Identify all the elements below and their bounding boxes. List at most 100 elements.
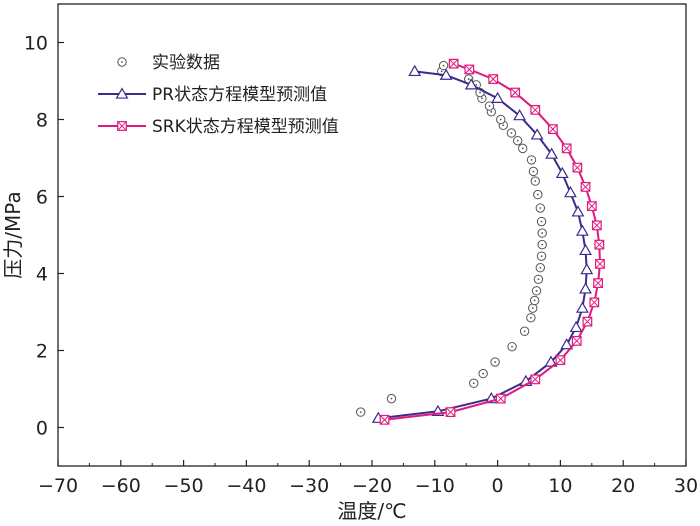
data-point <box>530 374 541 385</box>
x-tick-label: 0 <box>492 475 504 497</box>
data-point <box>533 274 544 284</box>
data-point <box>593 278 603 289</box>
data-point-cross <box>530 374 540 385</box>
data-point-dot <box>475 83 478 86</box>
x-tick-label: −30 <box>289 475 329 497</box>
data-point-dot <box>540 220 543 223</box>
data-point-dot <box>531 307 534 310</box>
data-point <box>478 368 488 379</box>
data-point <box>528 303 538 313</box>
data-point-dot <box>516 139 519 142</box>
data-point <box>526 313 536 323</box>
data-point-dot <box>535 289 538 292</box>
series-1 <box>355 60 547 417</box>
data-point-cross <box>117 121 127 131</box>
data-point-dot <box>510 132 513 134</box>
data-point-dot <box>523 330 526 333</box>
series-layer <box>355 58 605 425</box>
data-point <box>408 64 422 77</box>
data-point <box>488 74 499 84</box>
legend-label: 实验数据 <box>152 53 220 73</box>
x-tick-label: 20 <box>611 475 635 497</box>
data-point <box>586 201 597 212</box>
data-point-dot <box>521 147 524 150</box>
y-tick-label: 8 <box>36 110 48 132</box>
data-point-dot <box>499 118 502 121</box>
data-point <box>530 128 544 140</box>
series-line <box>384 62 602 421</box>
data-point-cross <box>548 124 558 134</box>
data-point <box>529 295 540 306</box>
data-point <box>560 338 574 350</box>
data-point-cross <box>592 220 602 231</box>
data-point <box>448 58 459 69</box>
series-3 <box>379 58 605 425</box>
data-point-dot <box>539 207 542 209</box>
data-point <box>537 228 547 238</box>
data-point <box>506 128 517 138</box>
data-point-dot <box>467 78 470 80</box>
data-point <box>530 104 541 115</box>
data-point-dot <box>494 361 496 363</box>
data-point <box>579 282 592 294</box>
data-point-dot <box>359 411 362 413</box>
legend-item: 实验数据 <box>117 53 220 73</box>
data-point <box>495 393 506 404</box>
data-point-cross <box>572 162 583 173</box>
data-point <box>571 205 585 217</box>
axes: −70 −60 −50 −40 −30 −20 −10 0 10 20 30 0 2 4 6 8 10 <box>24 3 698 497</box>
legend-item: PR状态方程模型预测值 <box>98 85 327 105</box>
data-point-dot <box>121 61 123 63</box>
data-point-dot <box>541 232 544 234</box>
data-point <box>569 320 583 333</box>
data-point-cross <box>445 407 456 417</box>
data-point <box>386 393 397 404</box>
data-point-dot <box>530 159 533 161</box>
data-point-cross <box>448 59 459 69</box>
series-line <box>378 70 588 420</box>
data-point <box>533 189 543 200</box>
data-point-cross <box>593 278 603 288</box>
data-point-dot <box>390 397 393 400</box>
x-tick-label: 10 <box>548 475 572 497</box>
data-point <box>355 407 366 417</box>
data-point <box>526 155 537 165</box>
data-point <box>575 301 589 313</box>
x-tick-label: −20 <box>352 475 392 497</box>
data-point-dot <box>537 278 540 281</box>
data-point-dot <box>529 316 532 319</box>
data-point <box>490 357 500 367</box>
data-point-dot <box>532 170 535 173</box>
data-point <box>117 121 127 131</box>
data-point <box>491 91 505 103</box>
data-point-dot <box>502 124 505 127</box>
x-tick-label: −50 <box>164 475 204 497</box>
data-point <box>507 341 517 352</box>
data-point <box>464 64 475 75</box>
plot-frame <box>57 3 687 467</box>
data-point-cross <box>496 393 506 404</box>
data-point <box>555 166 569 179</box>
data-point <box>530 176 540 186</box>
data-point-dot <box>541 243 544 246</box>
data-point <box>589 297 600 308</box>
data-point <box>535 263 546 273</box>
x-tick-label: 30 <box>674 475 698 497</box>
legend-label: SRK状态方程模型预测值 <box>152 117 339 137</box>
data-point <box>510 87 521 98</box>
legend-label: PR状态方程模型预测值 <box>152 85 327 105</box>
data-point <box>115 87 129 99</box>
x-tick-label: −60 <box>101 475 141 497</box>
data-point-dot <box>511 345 513 348</box>
data-point <box>582 316 593 327</box>
data-point-cross <box>562 143 572 154</box>
data-point-cross <box>580 182 591 192</box>
data-point-dot <box>479 91 481 94</box>
data-point-cross <box>595 259 605 269</box>
data-point <box>445 407 456 417</box>
data-point-cross <box>587 201 597 211</box>
y-tick-label: 10 <box>24 33 48 55</box>
data-point <box>545 147 559 159</box>
data-point-cross <box>594 239 604 250</box>
